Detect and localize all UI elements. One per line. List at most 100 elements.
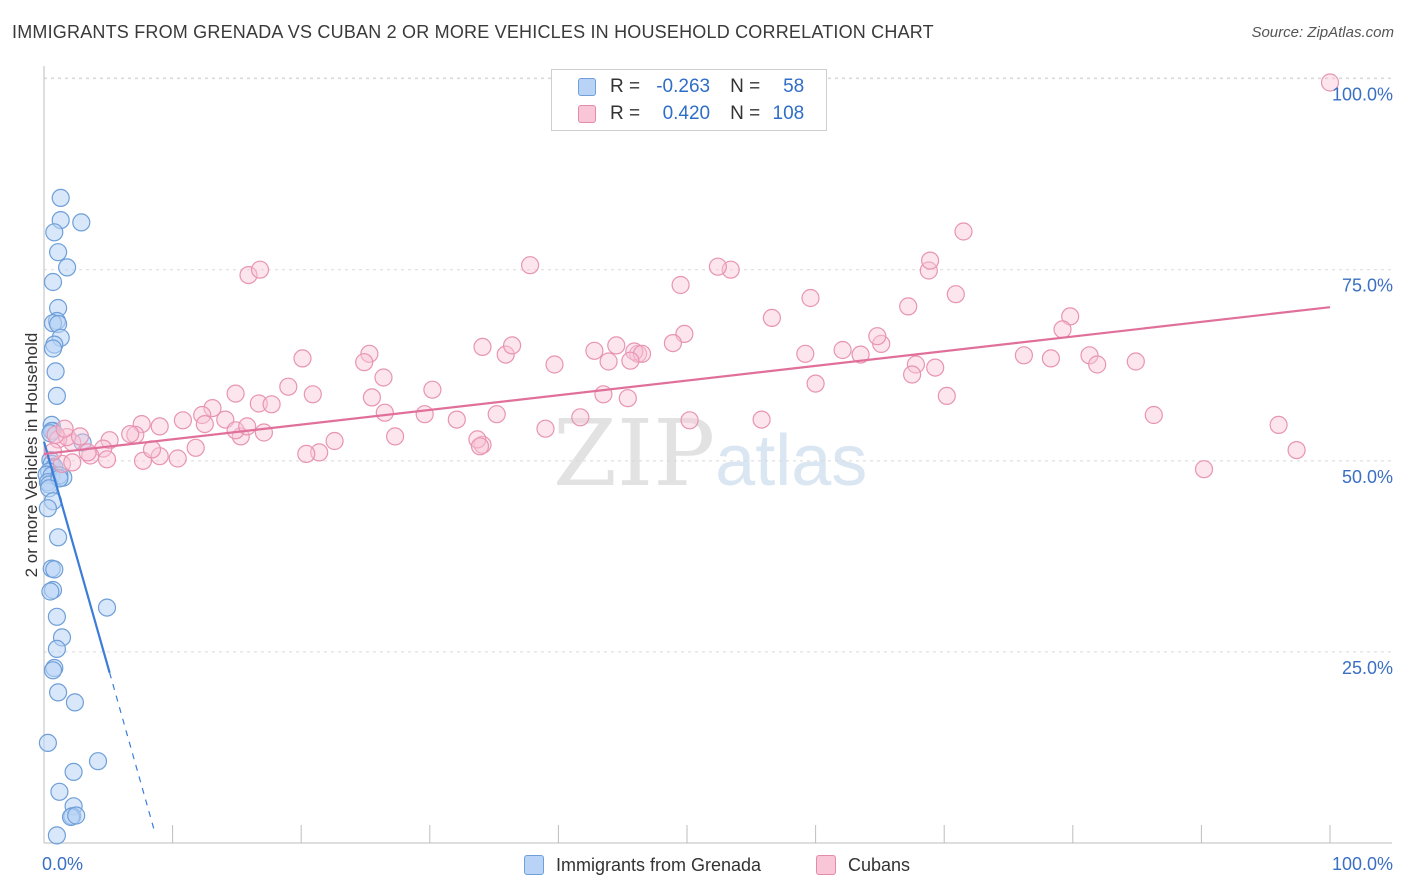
point-cubans [1014, 346, 1034, 365]
trend-lines [109, 672, 156, 832]
point-cubans [680, 411, 699, 430]
axes [43, 66, 1392, 844]
point-cubans [906, 355, 926, 374]
point-cubans [487, 405, 506, 424]
point-cubans [1041, 349, 1061, 368]
point-cubans [250, 260, 270, 279]
point-cubans [599, 352, 618, 371]
legend-r-value-grenada: -0.263 [656, 76, 711, 97]
x-tick-label-min: 0.0% [42, 854, 83, 874]
point-cubans [1080, 346, 1099, 365]
point-cubans [374, 368, 393, 387]
legend-swatch-grenada [578, 78, 596, 96]
point-cubans [663, 334, 683, 353]
point-cubans [415, 405, 434, 424]
point-cubans [1320, 73, 1340, 92]
legend-r-value-cubans: 0.420 [662, 103, 711, 124]
point-grenada [50, 782, 69, 801]
point-grenada [51, 188, 70, 207]
legend-swatch-grenada [524, 855, 544, 875]
point-cubans [195, 415, 214, 434]
point-cubans [833, 340, 852, 360]
point-cubans [297, 444, 316, 463]
point-cubans [55, 419, 74, 438]
legend-n-value-cubans: 108 [772, 103, 805, 124]
trendline-cubans [43, 306, 1331, 456]
point-cubans [585, 341, 604, 360]
point-cubans [796, 344, 815, 363]
point-cubans [899, 297, 918, 316]
point-grenada [45, 223, 64, 242]
point-cubans [293, 349, 312, 368]
point-cubans [150, 417, 169, 436]
point-grenada [72, 213, 91, 232]
watermark: ZIPatlas [553, 400, 867, 507]
chart-title: IMMIGRANTS FROM GRENADA VS CUBAN 2 OR MO… [12, 22, 934, 42]
point-cubans [954, 222, 973, 241]
point-cubans [520, 256, 540, 275]
point-cubans [262, 395, 281, 414]
legend-n-label: N = [730, 76, 761, 97]
y-tick-label: 50.0% [1342, 467, 1393, 487]
point-grenada [46, 362, 65, 381]
point-cubans [303, 385, 322, 404]
point-cubans [203, 399, 222, 418]
point-cubans [473, 337, 492, 356]
tick-labels: 100.0% 75.0% 50.0% 25.0% 0.0% 100.0% [42, 85, 1393, 874]
point-cubans [386, 427, 405, 446]
point-cubans [168, 449, 187, 468]
y-tick-label: 25.0% [1342, 658, 1393, 678]
point-cubans [1269, 415, 1288, 434]
point-cubans [851, 345, 870, 364]
legend-item-grenada[interactable]: Immigrants from Grenada [524, 852, 761, 878]
point-grenada [47, 607, 67, 626]
point-cubans [1088, 355, 1107, 374]
point-grenada [47, 639, 67, 659]
point-grenada [97, 598, 117, 617]
point-grenada [43, 661, 63, 680]
point-cubans [1194, 460, 1214, 479]
legend-item-cubans[interactable]: Cubans [816, 852, 910, 878]
legend-row-cubans: R = 0.420 N = 108 [578, 101, 804, 127]
legend-r-label: R = [610, 76, 641, 97]
point-cubans [920, 251, 940, 270]
point-grenada [43, 272, 63, 292]
point-cubans [536, 419, 555, 438]
series-grenada [37, 188, 117, 845]
point-grenada [57, 258, 77, 277]
point-grenada [48, 528, 68, 547]
point-cubans [70, 427, 90, 446]
gridlines [44, 77, 1392, 653]
point-cubans [937, 386, 956, 405]
point-cubans [708, 257, 728, 276]
point-grenada [38, 733, 58, 753]
point-cubans [121, 425, 140, 444]
series-cubans [43, 73, 1340, 479]
point-grenada [45, 560, 64, 579]
point-cubans [63, 453, 82, 472]
point-cubans [249, 394, 268, 413]
point-cubans [1053, 320, 1072, 339]
trendline-grenada [42, 441, 111, 673]
watermark-atlas: atlas [715, 421, 868, 501]
point-cubans [926, 358, 945, 377]
point-cubans [632, 344, 652, 363]
series-legend: Immigrants from Grenada Cubans [0, 852, 1406, 878]
point-grenada [38, 499, 58, 518]
point-cubans [325, 431, 344, 451]
point-cubans [621, 351, 640, 370]
watermark-zip: ZIP [553, 400, 716, 507]
point-cubans [902, 365, 922, 384]
point-grenada [41, 582, 60, 601]
legend-n-label: N = [730, 103, 761, 124]
point-cubans [1126, 352, 1145, 371]
point-cubans [1287, 441, 1306, 460]
point-cubans [447, 410, 466, 429]
point-cubans [801, 288, 820, 308]
point-cubans [423, 380, 442, 399]
point-grenada [43, 339, 63, 358]
legend-swatch-cubans [816, 855, 836, 875]
point-cubans [150, 447, 169, 466]
point-cubans [806, 374, 825, 393]
